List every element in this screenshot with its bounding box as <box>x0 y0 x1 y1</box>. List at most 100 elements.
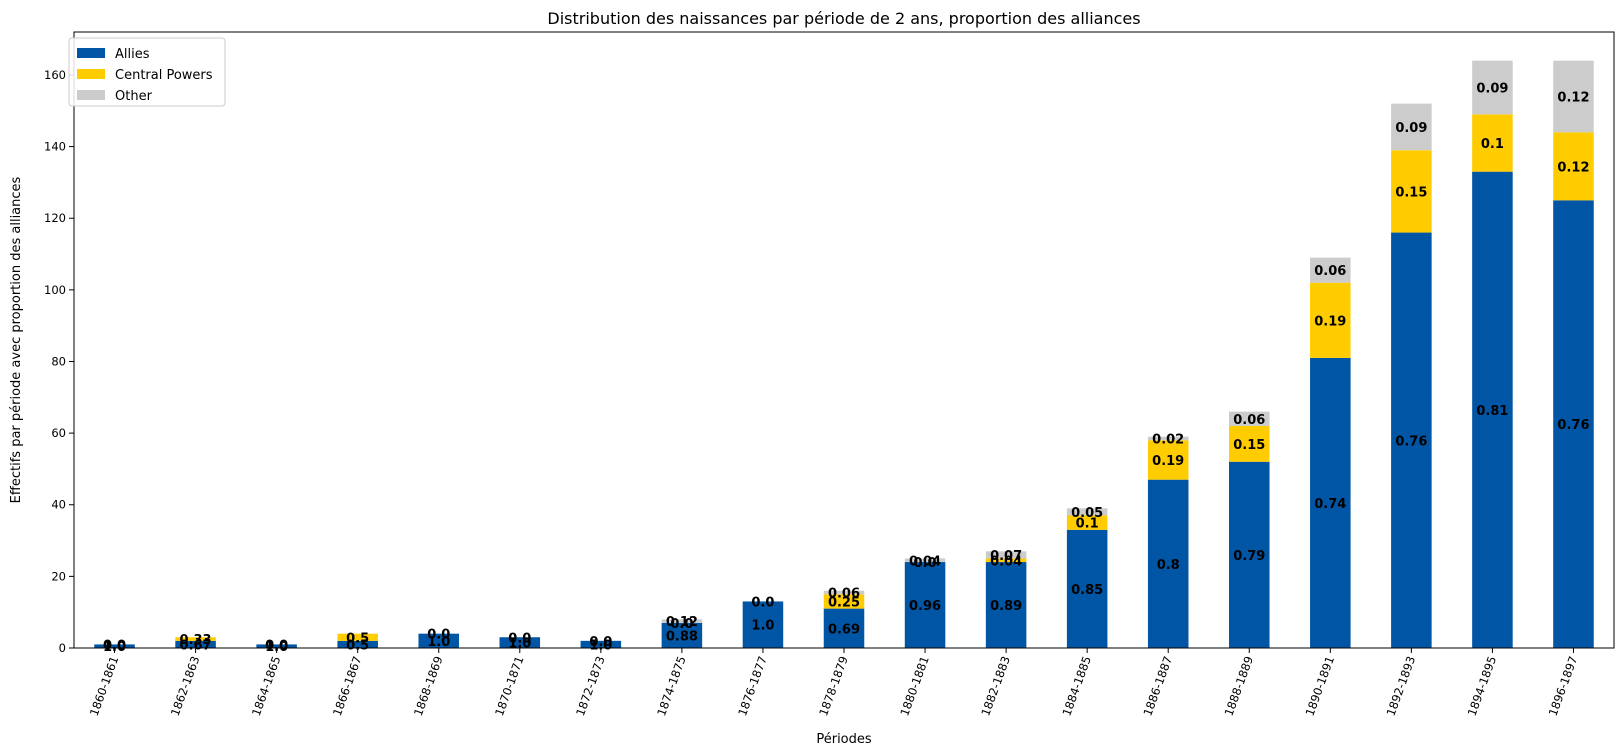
legend-swatch <box>77 69 105 79</box>
data-label: 0.12 <box>666 615 698 630</box>
bar-segment <box>661 619 703 623</box>
data-label: 0.96 <box>909 599 941 614</box>
data-label: 0.5 <box>346 638 369 653</box>
bar-segment <box>1310 282 1351 358</box>
bar-segment <box>742 601 784 648</box>
y-tick-label: 160 <box>44 68 66 82</box>
y-tick-label: 40 <box>51 498 66 512</box>
data-label: 0.12 <box>1557 90 1589 105</box>
bar-segment <box>1553 60 1594 133</box>
x-tick-label: 1860-1861 <box>87 654 122 718</box>
bar-segment <box>256 644 297 648</box>
data-label: 0.33 <box>180 633 212 648</box>
bar-segment <box>1391 103 1432 151</box>
data-label: 0.74 <box>1314 497 1346 512</box>
x-tick-label: 1888-1889 <box>1221 654 1256 718</box>
bar-segment <box>1147 436 1189 441</box>
bar-segment <box>1553 200 1594 649</box>
data-label: 0.02 <box>1152 432 1184 447</box>
legend: Allies Central Powers Other <box>68 37 226 107</box>
legend-swatch <box>77 90 105 100</box>
data-label: 0.5 <box>346 631 369 646</box>
bar-segment <box>985 551 1027 559</box>
legend-box <box>68 37 226 107</box>
bar-segment <box>985 562 1027 648</box>
bar-segment <box>1229 411 1270 426</box>
x-tick-label: 1876-1877 <box>735 654 770 718</box>
data-label: 0.8 <box>1157 558 1180 573</box>
bar-segment <box>661 622 703 648</box>
bar-segment <box>337 633 378 641</box>
y-axis-label: Effectifs par période avec proportion de… <box>9 176 24 503</box>
data-label: 0.15 <box>1233 438 1265 453</box>
data-label: 0.79 <box>1233 549 1265 564</box>
bar-segment <box>904 562 946 648</box>
x-tick-label: 1892-1893 <box>1384 654 1419 718</box>
bar-segment <box>337 640 378 648</box>
bar-segment <box>1229 425 1270 462</box>
data-label: 0.12 <box>1557 160 1589 175</box>
data-label: 0.06 <box>1233 413 1265 428</box>
data-label: 0.04 <box>990 554 1022 569</box>
data-label: 0.0 <box>427 628 450 643</box>
data-label: 0.06 <box>828 586 860 601</box>
bar-segment <box>1472 60 1513 115</box>
x-tick-label: 1870-1871 <box>492 654 527 718</box>
data-label: 0.85 <box>1071 583 1103 598</box>
y-tick-label: 120 <box>44 211 66 225</box>
x-tick-label: 1862-1863 <box>168 654 203 718</box>
data-label: 0.04 <box>909 554 941 569</box>
data-label: 0.1 <box>1076 517 1099 532</box>
x-tick-label: 1882-1883 <box>978 654 1013 718</box>
data-label: 0.05 <box>1071 506 1103 521</box>
data-label: 0.19 <box>1152 454 1184 469</box>
bar-segment <box>1147 440 1189 480</box>
y-tick-label: 140 <box>44 140 66 154</box>
bar-segment <box>1472 171 1513 648</box>
bar-segment <box>1066 529 1108 648</box>
x-tick-label: 1896-1897 <box>1546 654 1581 718</box>
bar-segment <box>823 594 865 609</box>
data-label: 0.0 <box>265 638 288 653</box>
data-label: 0.09 <box>1395 121 1427 136</box>
x-tick-label: 1874-1875 <box>654 654 689 718</box>
data-label: 0.09 <box>1476 82 1508 97</box>
data-label: 0.76 <box>1395 434 1427 449</box>
data-label: 0.88 <box>666 629 698 644</box>
data-label: 0.89 <box>990 599 1022 614</box>
data-label: 1.0 <box>589 638 612 653</box>
x-tick-label: 1866-1867 <box>330 654 365 718</box>
x-tick-label: 1872-1873 <box>573 654 608 718</box>
bar-segment <box>823 590 865 595</box>
bar-segment <box>1147 479 1189 648</box>
y-axis: 0 20 40 60 80 100 120 140 160 <box>44 68 74 655</box>
data-label: 0.25 <box>828 595 860 610</box>
data-label: 0.69 <box>828 622 860 637</box>
x-tick-label: 1880-1881 <box>897 654 932 718</box>
y-tick-label: 80 <box>51 354 66 368</box>
data-label: 0.81 <box>1476 404 1508 419</box>
y-tick-label: 100 <box>44 283 66 297</box>
bar-segment <box>418 633 459 648</box>
plot-area: 1.00.0 0.670.33 1.00.0 0.50.5 1.00.01.00.0 1.… <box>94 60 1594 655</box>
bar-segment <box>94 644 135 648</box>
x-axis: 1860-1861 1862-1863 1864-1865 1866-1867 1868… <box>87 648 1581 718</box>
data-label: 1.0 <box>751 619 774 634</box>
bar-segment <box>580 640 622 648</box>
x-tick-label: 1886-1887 <box>1140 654 1175 718</box>
x-tick-label: 1864-1865 <box>249 654 284 718</box>
y-tick-label: 20 <box>51 569 66 583</box>
x-tick-label: 1894-1895 <box>1465 654 1500 718</box>
data-label: 0.67 <box>180 638 212 653</box>
data-label: 0.0 <box>751 595 774 610</box>
bar-segment <box>904 558 946 563</box>
bar-segment <box>175 637 216 641</box>
legend-entry: Central Powers <box>115 68 213 83</box>
bar-segment <box>1391 150 1432 233</box>
data-label: 0.0 <box>508 631 531 646</box>
chart-title: Distribution des naissances par période … <box>547 9 1140 28</box>
bar-segment <box>1229 461 1270 648</box>
y-tick-label: 60 <box>51 426 66 440</box>
data-label: 0.07 <box>990 549 1022 564</box>
bar-segment <box>1066 515 1108 530</box>
